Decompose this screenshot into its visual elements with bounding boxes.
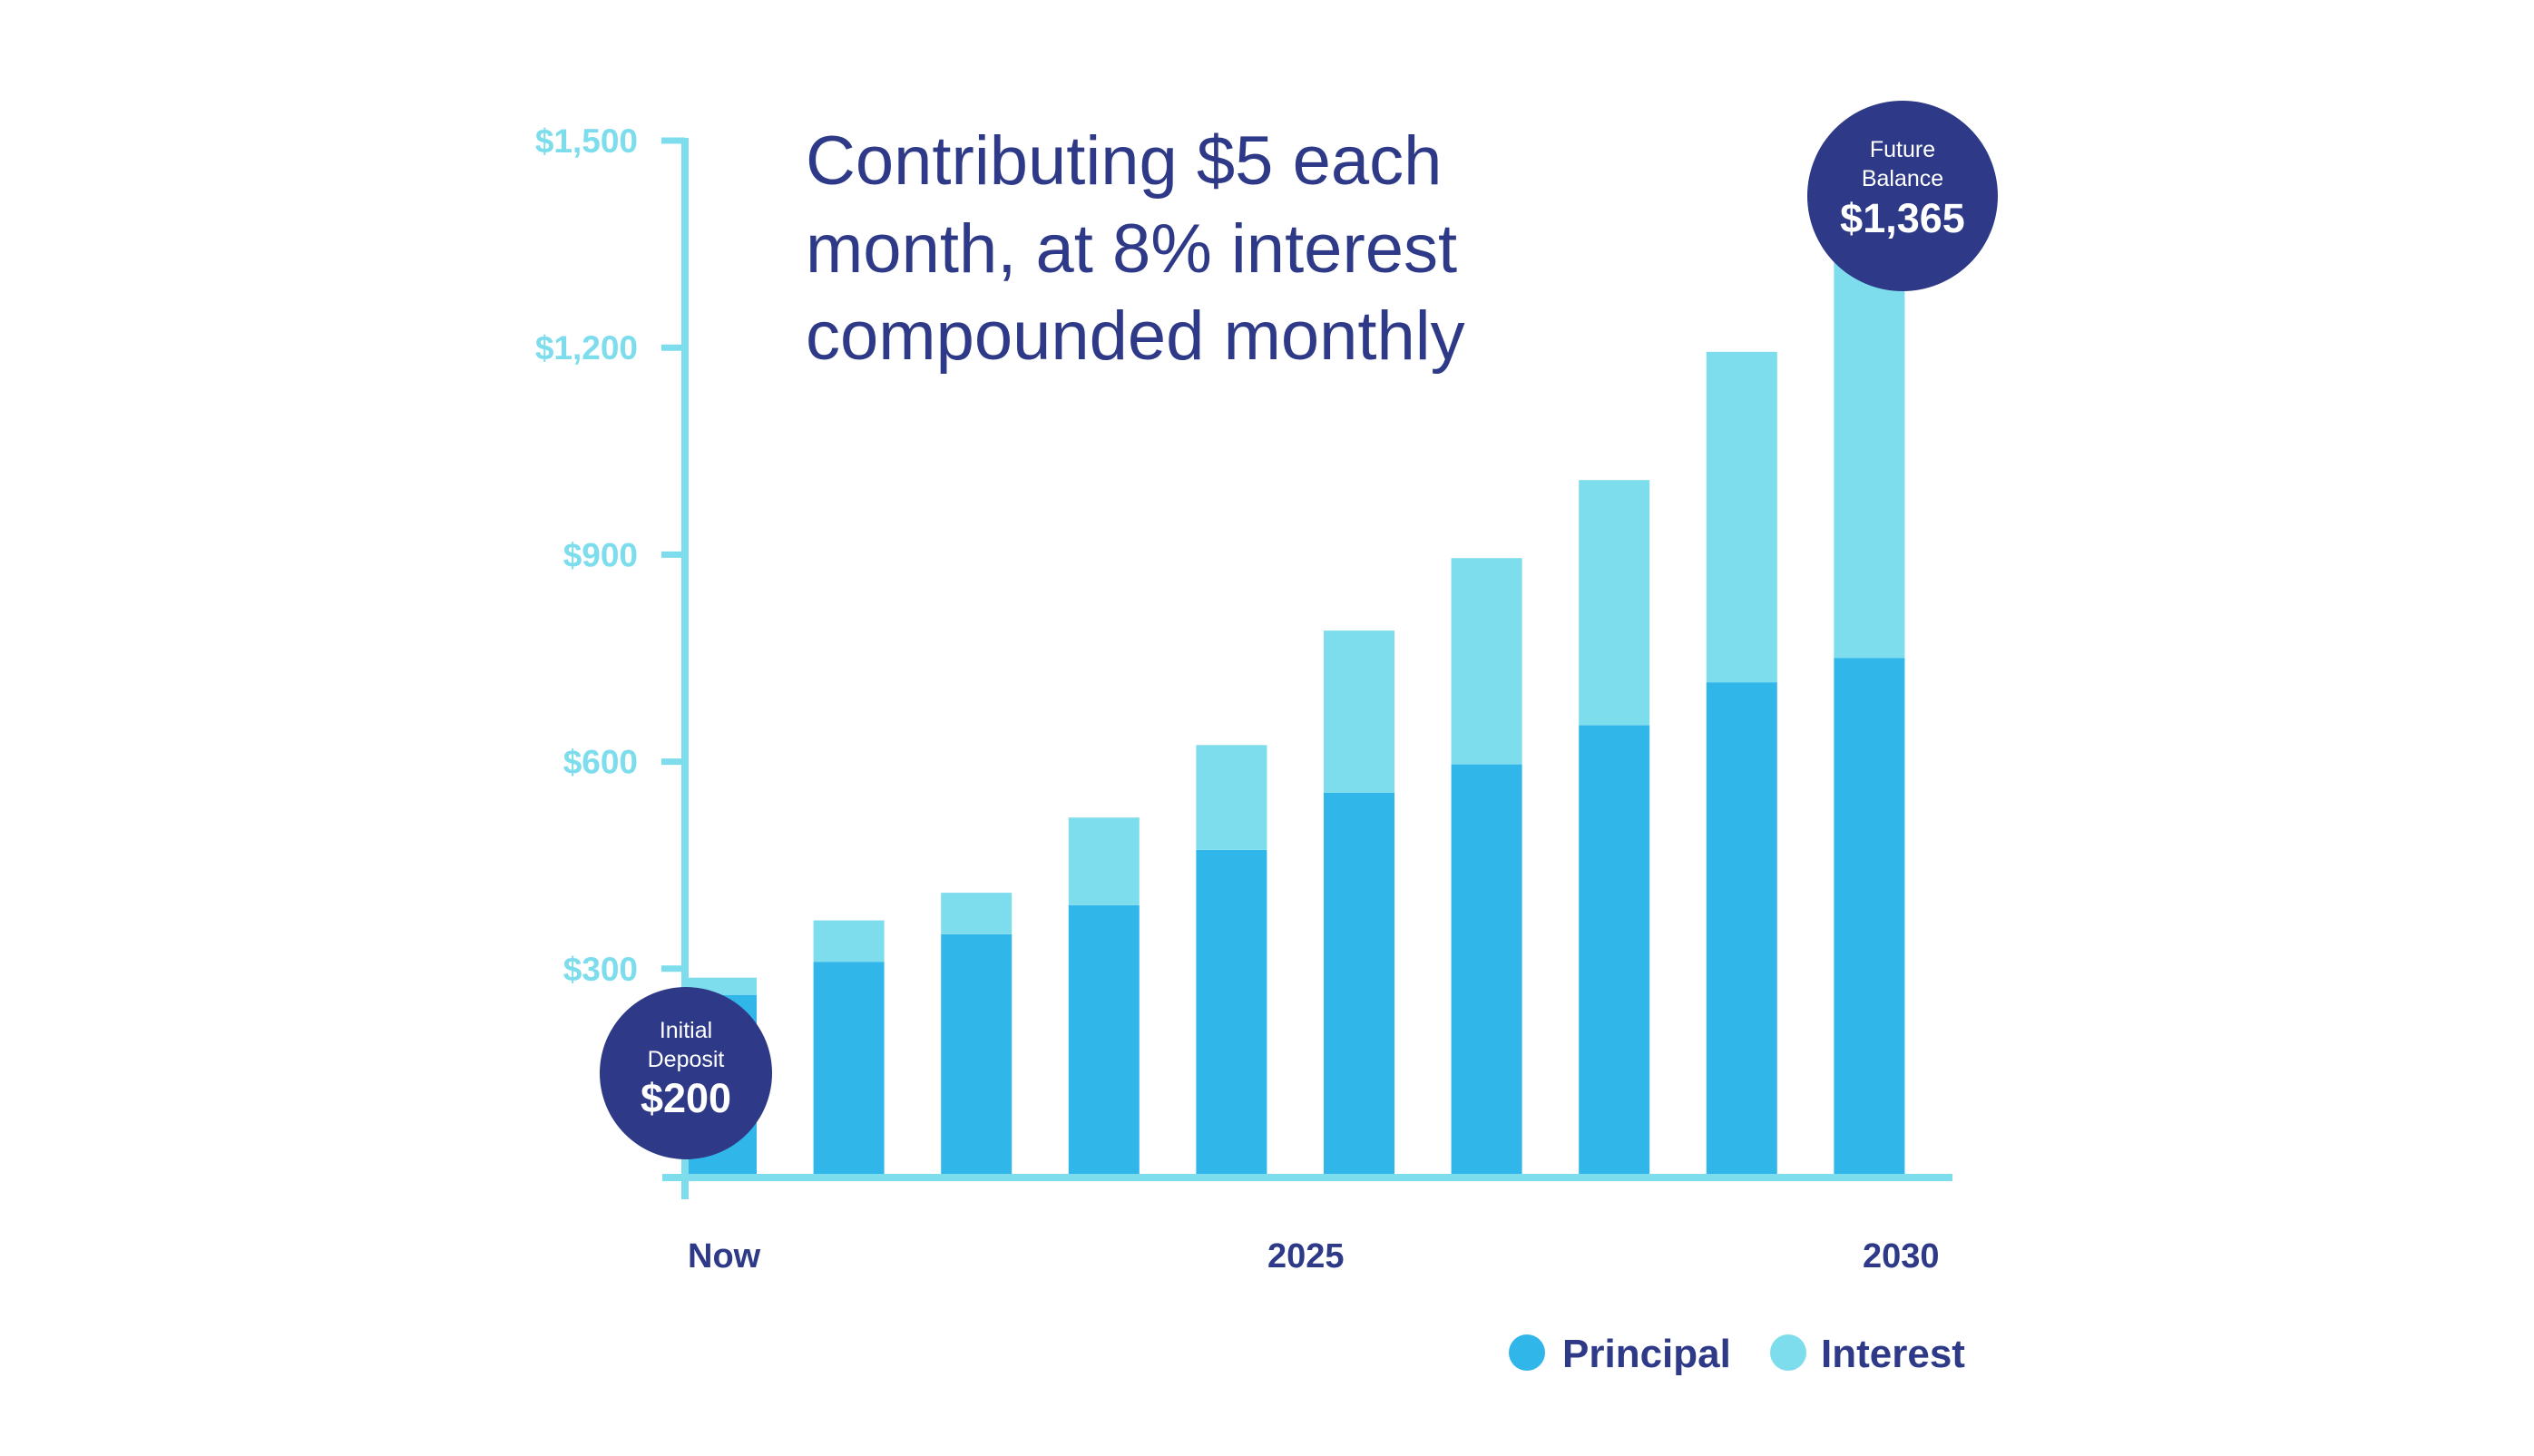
y-tick-label: $1,200 (535, 329, 638, 366)
bar-principal-3 (1068, 904, 1140, 1176)
future-balance-label-2: Balance (1862, 166, 1943, 191)
x-ticks: Now 2025 2030 (688, 1237, 1940, 1275)
initial-deposit-value: $200 (641, 1075, 731, 1121)
initial-deposit-label-1: Initial (660, 1018, 712, 1043)
bars-layer (686, 240, 1905, 1176)
bar-principal-8 (1706, 682, 1777, 1176)
title-line-1: Contributing $5 each (806, 122, 1442, 200)
initial-deposit-callout: Initial Deposit $200 (600, 987, 772, 1159)
bar-principal-2 (941, 933, 1013, 1176)
y-tick-label: $300 (563, 951, 638, 988)
bar-interest-5 (1324, 630, 1394, 793)
y-tick-label: $1,500 (535, 122, 638, 160)
bar-principal-9 (1834, 658, 1905, 1176)
legend-label-principal: Principal (1562, 1332, 1731, 1376)
y-tick-label: $900 (563, 536, 638, 573)
legend-label-interest: Interest (1821, 1332, 1965, 1376)
y-ticks: $300 $600 $900 $1,200 $1,500 (535, 122, 685, 988)
bar-interest-9 (1834, 240, 1905, 659)
initial-deposit-label-2: Deposit (648, 1047, 725, 1072)
future-balance-callout: Future Balance $1,365 (1807, 101, 1998, 291)
title-line-2: month, at 8% interest (806, 210, 1457, 288)
bar-principal-4 (1196, 850, 1267, 1176)
bar-principal-6 (1451, 764, 1522, 1176)
bar-principal-7 (1579, 725, 1650, 1176)
x-tick-label: 2030 (1863, 1237, 1940, 1275)
bar-interest-8 (1706, 351, 1777, 683)
bar-principal-5 (1324, 792, 1394, 1176)
future-balance-label-1: Future (1870, 137, 1935, 162)
initial-deposit-circle (600, 987, 772, 1159)
x-tick-label: 2025 (1267, 1237, 1345, 1275)
bar-interest-3 (1068, 817, 1140, 905)
bar-principal-1 (813, 962, 885, 1176)
legend-swatch-principal (1509, 1334, 1545, 1371)
legend-swatch-interest (1770, 1334, 1806, 1371)
bar-interest-4 (1196, 745, 1267, 850)
bar-interest-1 (813, 920, 885, 963)
title-line-3: compounded monthly (806, 298, 1465, 375)
future-balance-circle (1807, 101, 1998, 291)
bar-interest-2 (941, 893, 1013, 934)
chart-title: Contributing $5 each month, at 8% intere… (806, 122, 1465, 375)
x-tick-label: Now (688, 1237, 761, 1275)
bar-interest-6 (1451, 558, 1522, 765)
legend: Principal Interest (1509, 1332, 1965, 1376)
bar-interest-7 (1579, 480, 1650, 726)
y-tick-label: $600 (563, 744, 638, 781)
future-balance-value: $1,365 (1840, 195, 1965, 241)
